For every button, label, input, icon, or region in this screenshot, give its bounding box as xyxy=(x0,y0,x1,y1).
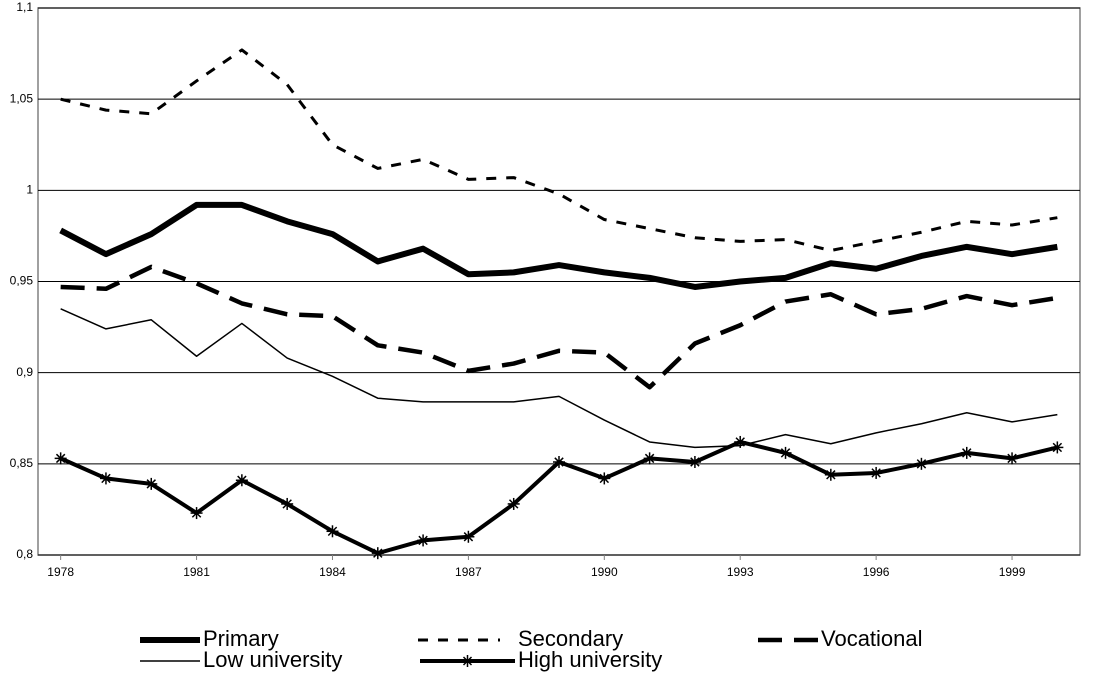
y-tick-label: 0,85 xyxy=(10,456,34,470)
marker xyxy=(870,466,883,479)
marker xyxy=(688,456,701,469)
marker-stroke xyxy=(871,468,881,478)
x-tick-label: 1978 xyxy=(47,565,74,579)
marker xyxy=(371,547,384,560)
marker-stroke xyxy=(237,475,247,485)
x-tick-label: 1999 xyxy=(999,565,1026,579)
marker xyxy=(734,435,747,448)
marker-stroke xyxy=(962,448,972,458)
marker xyxy=(417,534,430,547)
x-tick-label: 1993 xyxy=(727,565,754,579)
marker-stroke xyxy=(599,473,610,484)
marker xyxy=(915,457,928,470)
series-line xyxy=(59,201,1058,290)
marker xyxy=(462,530,475,543)
marker-stroke xyxy=(1007,453,1017,464)
y-tick-label: 0,9 xyxy=(16,365,33,379)
marker xyxy=(1006,452,1019,465)
x-tick-label: 1981 xyxy=(183,565,210,579)
series-line xyxy=(60,308,1058,449)
legend-label: Vocational xyxy=(821,626,923,651)
legend-label: Secondary xyxy=(518,626,623,651)
series-line xyxy=(60,264,1058,390)
marker-stroke xyxy=(554,457,564,467)
marker-stroke xyxy=(1052,442,1063,453)
marker-stroke xyxy=(373,548,383,558)
marker xyxy=(190,507,203,520)
marker-stroke xyxy=(916,459,927,469)
x-tick-label: 1990 xyxy=(591,565,618,579)
y-tick-label: 1,05 xyxy=(10,91,34,105)
marker-stroke xyxy=(735,437,745,447)
y-tick-label: 0,8 xyxy=(16,547,33,561)
marker-stroke xyxy=(508,499,519,509)
marker xyxy=(281,497,294,510)
marker xyxy=(507,497,520,510)
marker xyxy=(54,452,67,465)
x-tick-label: 1996 xyxy=(863,565,890,579)
marker-stroke xyxy=(462,656,473,666)
marker xyxy=(235,474,248,487)
marker xyxy=(598,472,611,485)
marker-stroke xyxy=(418,535,428,546)
marker xyxy=(553,456,565,469)
marker xyxy=(643,452,656,465)
x-tick-label: 1984 xyxy=(319,565,346,579)
marker-stroke xyxy=(146,479,156,489)
legend-marker xyxy=(461,655,474,667)
legend-label: Primary xyxy=(203,626,279,651)
y-tick-label: 1,1 xyxy=(16,0,33,14)
legend-label: High university xyxy=(518,647,662,672)
marker-stroke xyxy=(327,526,338,537)
marker-stroke xyxy=(463,532,474,542)
marker xyxy=(326,525,339,538)
marker xyxy=(779,446,792,459)
y-tick-label: 0,95 xyxy=(10,274,34,288)
marker xyxy=(145,477,158,490)
marker-stroke xyxy=(690,457,700,467)
series-line xyxy=(60,48,1058,253)
marker-stroke xyxy=(826,470,836,480)
marker-stroke xyxy=(282,499,292,509)
marker xyxy=(824,468,837,481)
marker-stroke xyxy=(101,473,111,484)
marker xyxy=(1051,441,1064,454)
y-tick-label: 1 xyxy=(26,183,33,197)
marker-stroke xyxy=(780,448,791,458)
legend-label: Low university xyxy=(203,647,342,672)
marker-stroke xyxy=(191,508,202,518)
marker-stroke xyxy=(55,453,66,464)
marker xyxy=(99,472,112,485)
x-tick-label: 1987 xyxy=(455,565,482,579)
marker-stroke xyxy=(644,453,655,464)
marker xyxy=(960,446,973,459)
